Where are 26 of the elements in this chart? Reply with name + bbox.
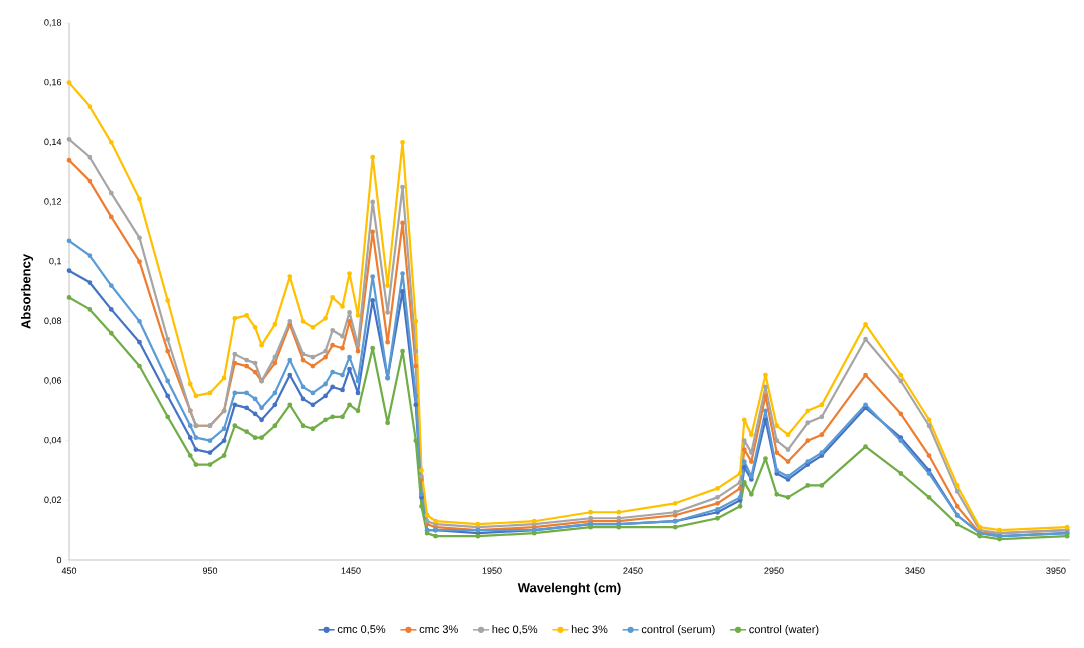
y-tick-label: 0,18 <box>44 19 62 27</box>
y-tick-label: 0,16 <box>44 78 62 87</box>
y-tick-label: 0,06 <box>44 377 62 385</box>
x-tick-label: 1950 <box>482 567 502 574</box>
y-tick-label: 0,08 <box>44 317 62 326</box>
x-tick-label: 3950 <box>1046 567 1066 574</box>
legend-label: control (serum) <box>641 625 715 636</box>
legend-label: hec 0,5% <box>492 625 538 635</box>
y-tick-label: 0,02 <box>44 496 62 505</box>
x-axis-title: Wavelenght (cm) <box>517 582 621 595</box>
x-tick-label: 1450 <box>341 567 361 574</box>
y-axis-title: Absorbency <box>20 254 34 329</box>
x-tick-label: 450 <box>61 567 77 574</box>
y-tick-label: 0,14 <box>44 138 62 147</box>
x-tick-label: 2950 <box>764 567 784 574</box>
y-tick-label: 0,1 <box>49 257 62 266</box>
x-tick-label: 2450 <box>623 567 643 574</box>
x-tick-label: 950 <box>202 567 218 574</box>
x-tick-label: 3450 <box>905 567 925 574</box>
y-tick-label: 0,04 <box>44 436 62 445</box>
y-tick-label: 0,12 <box>44 198 62 206</box>
legend-label: control (water) <box>749 625 819 636</box>
legend-label: cmc 3% <box>419 625 458 634</box>
legend-label: cmc 0,5% <box>337 625 386 635</box>
y-tick-label: 0 <box>56 556 62 564</box>
legend-label: hec 3% <box>571 625 608 634</box>
